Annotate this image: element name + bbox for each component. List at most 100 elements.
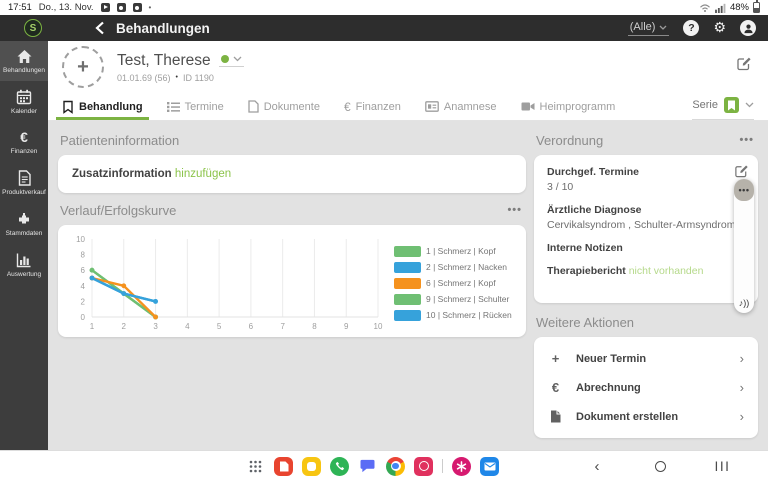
nav-recents-button[interactable]: ||| [708, 461, 738, 472]
action-label: Dokument erstellen [576, 410, 679, 423]
sidebar-item-label: Behandlungen [3, 67, 45, 74]
audio-note-button[interactable]: ♪)) [739, 298, 750, 313]
patient-header: + Test, Therese 01.01.69 (56) [48, 41, 768, 93]
app-icon-messages[interactable] [358, 457, 377, 476]
chat-bubble-icon [360, 459, 375, 473]
app-icon-notes[interactable] [274, 456, 293, 476]
sidebar-item-stammdaten[interactable]: Stammdaten [0, 203, 48, 244]
verordnung-menu-button[interactable]: ••• [739, 133, 754, 146]
verordnung-section-title: Verordnung [536, 133, 604, 148]
dock-separator [442, 459, 443, 473]
edit-patient-button[interactable] [736, 55, 752, 76]
separator-dot: • [175, 74, 178, 81]
sidebar-item-kalender[interactable]: Kalender [0, 81, 48, 122]
legend-item: 2 | Schmerz | Nacken [394, 261, 516, 273]
legend-label: 2 | Schmerz | Nacken [426, 262, 507, 272]
filter-selected-value: (Alle) [629, 21, 656, 33]
serie-dropdown[interactable]: Serie [692, 93, 754, 120]
help-button[interactable]: ? [683, 20, 700, 36]
sidebar-item-behandlungen[interactable]: Behandlungen [0, 41, 48, 81]
edit-verordnung-button[interactable] [734, 163, 749, 181]
chevron-right-icon: › [739, 380, 744, 395]
diagnose-label: Ärztliche Diagnose [547, 204, 642, 216]
home-icon [17, 50, 31, 63]
action-neuer-termin[interactable]: + Neuer Termin › [534, 344, 758, 373]
weitere-aktionen-section-title: Weitere Aktionen [536, 315, 635, 330]
svg-text:5: 5 [217, 322, 222, 331]
verlauf-menu-button[interactable]: ••• [507, 203, 522, 216]
tab-heimprogramm[interactable]: Heimprogramm [521, 93, 615, 120]
asterisk-icon [456, 460, 467, 472]
app-icon-phone[interactable] [330, 456, 349, 476]
phone-icon [335, 461, 344, 471]
chevron-down-icon [659, 25, 667, 30]
tab-behandlung[interactable]: Behandlung [56, 93, 149, 120]
patient-status-dropdown[interactable] [218, 54, 244, 67]
termine-value: 3 / 10 [547, 181, 574, 193]
nav-home-button[interactable] [645, 460, 675, 472]
legend-item: 10 | Schmerz | Rücken [394, 309, 516, 321]
sidebar-item-produktverkauf[interactable]: Produktverkauf [0, 162, 48, 203]
legend-swatch [394, 261, 421, 273]
action-abrechnung[interactable]: € Abrechnung › [534, 373, 758, 402]
legend-label: 10 | Schmerz | Rücken [426, 310, 512, 320]
app-icon-gallery[interactable] [302, 456, 321, 476]
svg-text:8: 8 [312, 322, 317, 331]
account-button[interactable] [740, 20, 756, 36]
action-dokument-erstellen[interactable]: Dokument erstellen › [534, 402, 758, 431]
nav-back-button[interactable]: ‹ [582, 458, 612, 475]
battery-percent: 48% [729, 2, 749, 13]
calendar-icon [16, 89, 32, 105]
sidebar-item-label: Produktverkauf [2, 189, 46, 196]
tab-anamnese[interactable]: Anamnese [425, 93, 497, 120]
app-icon-camera[interactable] [414, 456, 433, 476]
id-card-icon [425, 101, 439, 112]
settings-button[interactable]: ⚙ [713, 19, 726, 37]
svg-text:8: 8 [81, 251, 86, 260]
notizen-label: Interne Notizen [547, 242, 623, 254]
video-camera-icon [521, 102, 534, 111]
zusatzinformation-label: Zusatzinformation [72, 168, 172, 180]
chevron-down-icon [745, 102, 754, 108]
weitere-aktionen-card: + Neuer Termin › € Abrechnung › [534, 337, 758, 438]
verordnung-card: Durchgef. Termine 3 / 10 Ärztliche Diagn… [534, 155, 758, 313]
pill-menu-button[interactable]: ••• [734, 179, 754, 201]
app-icon-flower[interactable] [452, 456, 471, 476]
sidebar-item-label: Stammdaten [5, 230, 43, 237]
legend-swatch [394, 277, 421, 289]
hinzufuegen-link[interactable]: hinzufügen [174, 168, 232, 180]
sidebar-item-label: Auswertung [6, 271, 42, 278]
battery-icon [753, 0, 760, 13]
app-icon-chrome[interactable] [386, 456, 405, 476]
action-label: Neuer Termin [576, 352, 647, 365]
svg-text:10: 10 [374, 322, 383, 331]
app-icon-mail[interactable] [480, 456, 499, 476]
legend-swatch [394, 245, 421, 257]
euro-icon: € [343, 99, 351, 114]
svg-text:0: 0 [81, 313, 86, 322]
back-button[interactable] [94, 21, 106, 35]
back-chevron-icon [95, 21, 104, 35]
note-icon [279, 461, 288, 471]
diagnose-value: Cervikalsyndrom , Schulter-Armsyndrom [547, 219, 736, 231]
tab-label: Termine [184, 100, 224, 113]
tab-termine[interactable]: Termine [166, 93, 224, 120]
tab-label: Anamnese [443, 100, 497, 113]
therapiebericht-value: nicht vorhanden [628, 265, 704, 277]
envelope-icon [484, 462, 495, 470]
document-icon [248, 100, 259, 113]
tab-dokumente[interactable]: Dokumente [248, 93, 320, 120]
filter-dropdown[interactable]: (Alle) [627, 20, 670, 36]
add-patient-photo-button[interactable]: + [62, 46, 104, 88]
floating-tool-pill: ••• ♪)) [734, 179, 754, 313]
sidebar-item-auswertung[interactable]: Auswertung [0, 244, 48, 285]
apps-grid-button[interactable] [246, 457, 265, 476]
notification-icon [100, 3, 110, 12]
patient-birthdate: 01.01.69 (56) [117, 72, 171, 83]
tab-finanzen[interactable]: € Finanzen [344, 93, 401, 120]
chevron-down-icon [233, 56, 242, 61]
dots-icon: ••• [738, 184, 750, 195]
sidebar-item-finanzen[interactable]: € Finanzen [0, 122, 48, 162]
legend-swatch [394, 293, 421, 305]
document-icon [18, 170, 31, 186]
